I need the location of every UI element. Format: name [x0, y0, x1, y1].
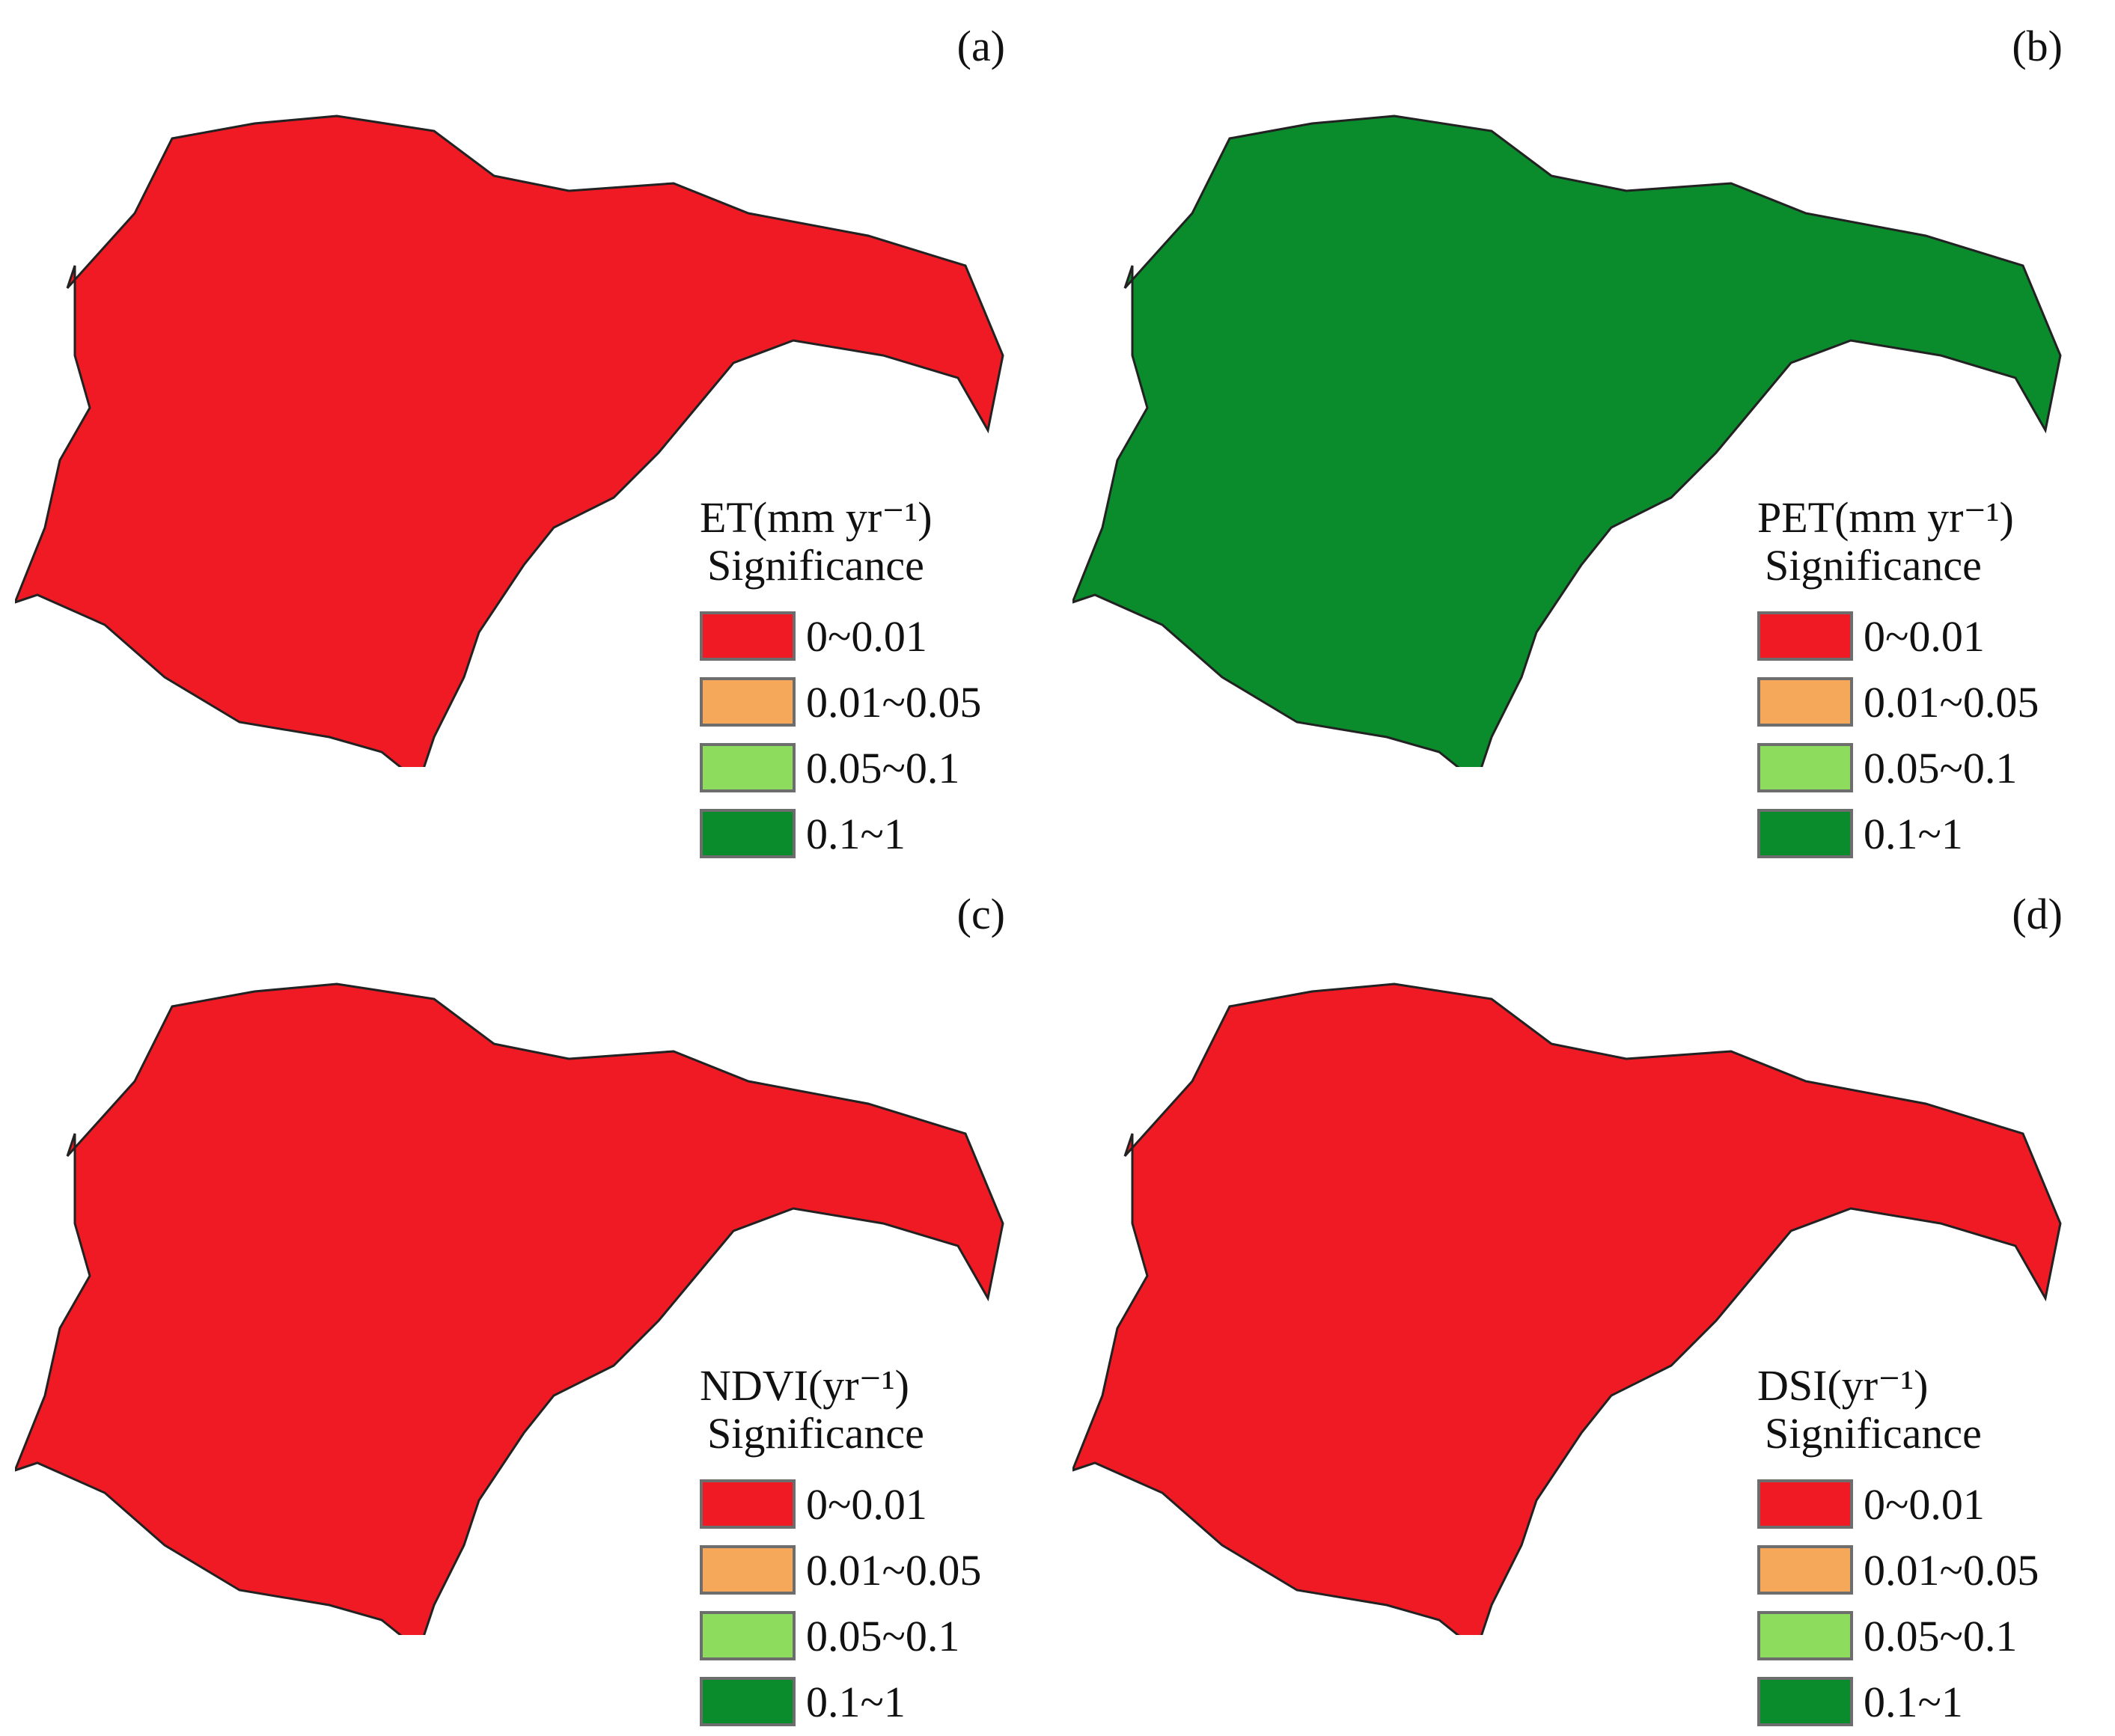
legend-label: 0.05~0.1 [806, 1611, 960, 1660]
panel-label: (c) [956, 890, 1005, 938]
legend-swatch [700, 1479, 796, 1529]
legend-item: 0.05~0.1 [1757, 735, 2109, 801]
legend-item: 0.1~1 [1757, 1669, 2109, 1735]
legend-item: 0.01~0.05 [1757, 1537, 2109, 1603]
legend-title: PET(mm yr⁻¹) [1757, 493, 2014, 542]
legend-swatch [1757, 1479, 1853, 1529]
region-outline [1072, 982, 2062, 1635]
panel-label: (b) [2012, 22, 2063, 70]
legend-subtitle: Significance [707, 541, 924, 590]
legend-subtitle: Significance [1765, 541, 1982, 590]
legend-title: ET(mm yr⁻¹) [700, 493, 933, 542]
legend-item: 0.1~1 [1757, 801, 2109, 867]
legend-item: 0.1~1 [700, 801, 1052, 867]
legend-label: 0.01~0.05 [806, 677, 982, 727]
legend-swatch [1757, 1545, 1853, 1595]
region-outline [15, 982, 1004, 1635]
legend-label: 0.1~1 [1864, 1677, 1963, 1726]
legend-swatch [700, 809, 796, 858]
legend-label: 0.01~0.05 [1864, 1545, 2039, 1595]
significance-map [15, 982, 1004, 1635]
legend-swatch [1757, 677, 1853, 727]
legend-label: 0.1~1 [1864, 809, 1963, 858]
legend-item: 0~0.01 [700, 1471, 1052, 1537]
panel-label: (a) [956, 22, 1005, 70]
legend-item: 0.01~0.05 [700, 669, 1052, 735]
legend-item: 0.05~0.1 [700, 735, 1052, 801]
legend-label: 0.05~0.1 [1864, 1611, 2018, 1660]
significance-map [1072, 982, 2062, 1635]
significance-map [1072, 114, 2062, 767]
panel-dsi: (d) DSI(yr⁻¹) Significance 0~0.01 0.01~0… [1058, 868, 2115, 1736]
significance-map [15, 114, 1004, 767]
legend-swatch [1757, 743, 1853, 792]
legend-title: DSI(yr⁻¹) [1757, 1361, 1929, 1410]
legend-item: 0.1~1 [700, 1669, 1052, 1735]
legend-label: 0~0.01 [806, 611, 927, 661]
panel-label: (d) [2012, 890, 2063, 938]
legend-item: 0~0.01 [1757, 1471, 2109, 1537]
legend: ET(mm yr⁻¹) Significance 0~0.01 0.01~0.0… [700, 494, 1052, 867]
legend: DSI(yr⁻¹) Significance 0~0.01 0.01~0.05 … [1757, 1362, 2109, 1735]
legend-item: 0~0.01 [700, 603, 1052, 669]
legend-label: 0.05~0.1 [806, 743, 960, 792]
legend-label: 0~0.01 [1864, 1479, 1985, 1529]
legend-swatch [700, 1545, 796, 1595]
legend-title: NDVI(yr⁻¹) [700, 1361, 909, 1410]
legend-swatch [700, 1677, 796, 1726]
panel-ndvi: (c) NDVI(yr⁻¹) Significance 0~0.01 0.01~… [0, 868, 1058, 1736]
region-outline [1072, 114, 2062, 767]
legend-swatch [1757, 611, 1853, 661]
legend-swatch [1757, 809, 1853, 858]
legend-subtitle: Significance [707, 1409, 924, 1458]
legend-label: 0.1~1 [806, 809, 906, 858]
legend-subtitle: Significance [1765, 1409, 1982, 1458]
legend-label: 0.01~0.05 [1864, 677, 2039, 727]
legend-label: 0.05~0.1 [1864, 743, 2018, 792]
legend-swatch [1757, 1677, 1853, 1726]
legend-label: 0~0.01 [806, 1479, 927, 1529]
legend: PET(mm yr⁻¹) Significance 0~0.01 0.01~0.… [1757, 494, 2109, 867]
legend-swatch [700, 1611, 796, 1660]
legend-label: 0~0.01 [1864, 611, 1985, 661]
legend-swatch [700, 611, 796, 661]
legend-swatch [700, 743, 796, 792]
legend-swatch [1757, 1611, 1853, 1660]
legend-item: 0.05~0.1 [1757, 1603, 2109, 1669]
legend-item: 0~0.01 [1757, 603, 2109, 669]
panel-pet: (b) PET(mm yr⁻¹) Significance 0~0.01 0.0… [1058, 0, 2115, 868]
legend-item: 0.01~0.05 [700, 1537, 1052, 1603]
legend-item: 0.01~0.05 [1757, 669, 2109, 735]
panel-et: (a) ET(mm yr⁻¹) Significance 0~0.01 0.01… [0, 0, 1058, 868]
legend: NDVI(yr⁻¹) Significance 0~0.01 0.01~0.05… [700, 1362, 1052, 1735]
legend-label: 0.1~1 [806, 1677, 906, 1726]
legend-label: 0.01~0.05 [806, 1545, 982, 1595]
legend-item: 0.05~0.1 [700, 1603, 1052, 1669]
region-outline [15, 114, 1004, 767]
legend-swatch [700, 677, 796, 727]
